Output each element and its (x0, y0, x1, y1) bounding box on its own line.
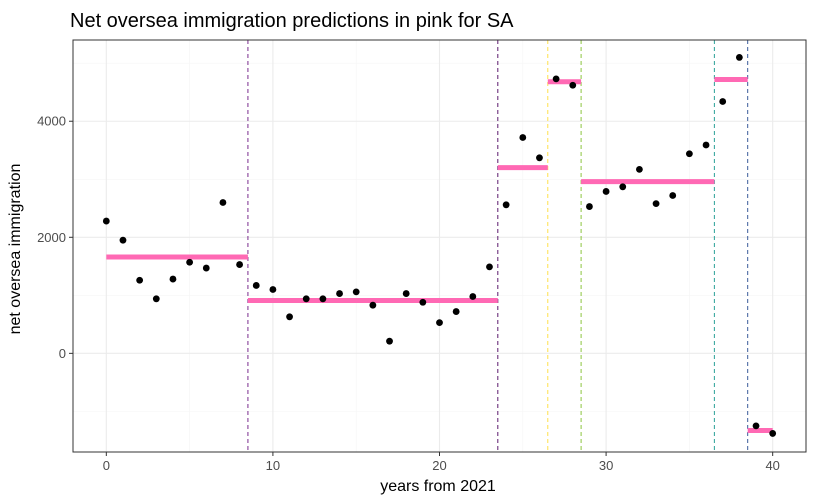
data-point (152, 295, 160, 303)
data-point (252, 282, 260, 289)
x-axis-title: years from 2021 (380, 478, 496, 495)
prediction-segments (106, 76, 773, 434)
data-point (369, 301, 377, 309)
data-point (552, 75, 560, 83)
data-point (652, 200, 660, 208)
data-point (502, 201, 510, 209)
data-point (519, 134, 527, 141)
data-point (136, 276, 144, 284)
data-point (452, 308, 460, 315)
y-axis-title: net oversea immigration (7, 164, 24, 335)
x-tick-label: 40 (765, 458, 779, 473)
data-point (219, 199, 227, 206)
data-point (536, 154, 543, 162)
data-point (752, 422, 760, 430)
data-point (469, 293, 477, 300)
y-axis-ticks: 0 2000 4000 (37, 114, 73, 361)
y-tick-label: 2000 (37, 230, 66, 245)
data-point (685, 150, 693, 158)
data-point (419, 298, 427, 306)
x-tick-label: 10 (266, 458, 280, 473)
data-point (586, 203, 593, 210)
data-point (319, 295, 327, 303)
data-point (286, 313, 293, 321)
chart-title: Net oversea immigration predictions in p… (70, 10, 514, 32)
data-point (636, 166, 643, 173)
data-point (202, 264, 210, 272)
data-point (186, 258, 194, 266)
data-point (102, 217, 110, 225)
data-point (486, 263, 493, 271)
data-point (619, 183, 627, 191)
data-point (569, 81, 577, 89)
x-tick-label: 30 (599, 458, 613, 473)
data-point (735, 54, 743, 61)
data-point (336, 290, 343, 297)
data-points (102, 54, 777, 437)
data-point (386, 337, 393, 345)
y-tick-label: 4000 (37, 114, 66, 129)
data-point (236, 261, 243, 268)
x-tick-label: 20 (432, 458, 446, 473)
data-point (702, 141, 710, 149)
data-point (769, 430, 777, 437)
x-axis-ticks: 0 10 20 30 40 (103, 452, 780, 473)
y-tick-label: 0 (59, 346, 66, 361)
data-point (669, 192, 677, 199)
data-point (719, 98, 727, 105)
data-point (119, 236, 127, 244)
data-point (302, 295, 310, 303)
x-tick-label: 0 (103, 458, 110, 473)
grid (73, 40, 806, 452)
data-point (436, 319, 443, 326)
breakpoint-lines (247, 40, 749, 452)
data-point (352, 288, 360, 296)
data-point (402, 290, 410, 297)
data-point (602, 188, 610, 195)
data-point (269, 286, 277, 293)
data-point (169, 275, 177, 283)
